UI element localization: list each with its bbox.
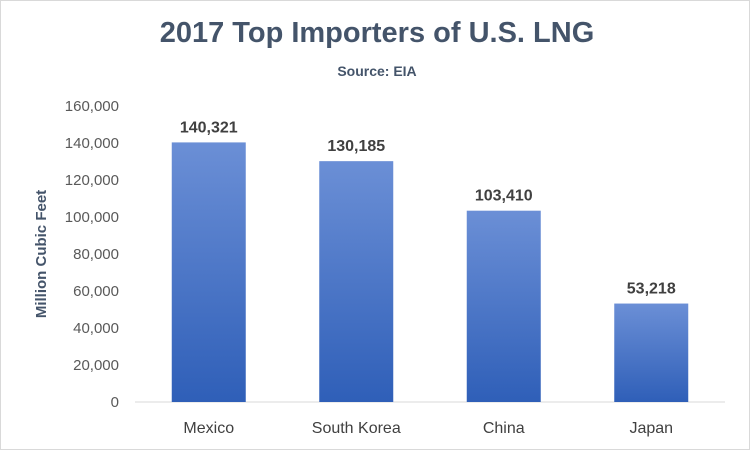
bars bbox=[171, 142, 689, 403]
y-tick-label: 40,000 bbox=[73, 320, 119, 337]
bar-south-korea bbox=[319, 161, 394, 402]
y-tick-label: 0 bbox=[111, 394, 119, 411]
x-tick-label: China bbox=[483, 420, 525, 437]
data-label: 130,185 bbox=[327, 138, 385, 155]
x-tick-label: South Korea bbox=[312, 420, 401, 437]
x-tick-label: Japan bbox=[629, 420, 673, 437]
x-axis: Mexico South Korea China Japan bbox=[183, 420, 673, 437]
y-tick-label: 80,000 bbox=[73, 246, 119, 263]
y-tick-label: 20,000 bbox=[73, 357, 119, 374]
bar-china bbox=[466, 210, 541, 402]
chart-title: 2017 Top Importers of U.S. LNG bbox=[159, 17, 595, 49]
chart-subtitle: Source: EIA bbox=[337, 63, 417, 79]
data-label: 140,321 bbox=[180, 119, 238, 136]
data-label: 53,218 bbox=[627, 281, 676, 298]
y-tick-label: 140,000 bbox=[65, 135, 119, 152]
data-label: 103,410 bbox=[475, 188, 533, 205]
data-labels: 140,321 130,185 103,410 53,218 bbox=[180, 119, 676, 297]
y-tick-label: 120,000 bbox=[65, 172, 119, 189]
y-tick-label: 60,000 bbox=[73, 283, 119, 300]
y-axis-label: Million Cubic Feet bbox=[33, 190, 50, 318]
x-tick-label: Mexico bbox=[183, 420, 234, 437]
y-tick-label: 100,000 bbox=[65, 209, 119, 226]
bar-mexico bbox=[171, 142, 246, 403]
y-tick-label: 160,000 bbox=[65, 98, 119, 115]
bar-japan bbox=[614, 303, 689, 402]
